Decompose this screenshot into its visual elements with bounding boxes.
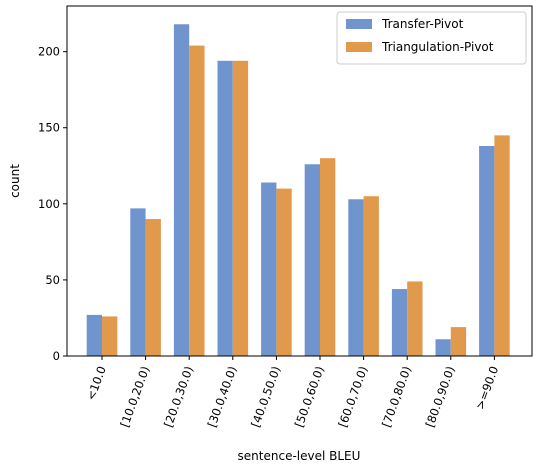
bar-triangulation-pivot-6 — [363, 196, 379, 356]
x-tick-label: [50.0,60.0) — [292, 364, 327, 429]
x-tick-label: [80.0,90.0) — [423, 364, 458, 429]
bar-transfer-pivot-6 — [348, 199, 364, 356]
legend-frame — [336, 11, 527, 65]
bar-triangulation-pivot-7 — [407, 281, 423, 356]
bar-triangulation-pivot-2 — [189, 45, 205, 356]
bar-transfer-pivot-7 — [391, 289, 408, 356]
x-tick-label: [20.0,30.0) — [161, 364, 196, 429]
bar-triangulation-pivot-4 — [276, 188, 292, 356]
x-tick-label: [60.0,70.0) — [335, 364, 370, 429]
x-axis: <10.0 [10.0,20.0) [20.0,30.0) [30.0,40.0) [4… — [84, 356, 502, 429]
x-tick-label: [40.0,50.0) — [248, 364, 283, 429]
bar-transfer-pivot-2 — [173, 24, 190, 356]
y-axis: 0 50 100 150 200 — [38, 45, 67, 363]
x-axis-label: sentence-level BLEU — [238, 449, 361, 463]
bar-transfer-pivot-5 — [304, 164, 320, 356]
y-tick-label: 100 — [38, 197, 60, 211]
legend-swatch-transfer-pivot — [346, 19, 372, 29]
bar-triangulation-pivot-9 — [494, 135, 510, 356]
y-tick-label: 150 — [38, 121, 60, 135]
y-tick-label: 0 — [53, 349, 60, 363]
legend-label-transfer-pivot: Transfer-Pivot — [381, 17, 464, 31]
y-tick-label: 200 — [38, 45, 60, 59]
bar-transfer-pivot-4 — [261, 182, 277, 356]
bar-transfer-pivot-3 — [217, 60, 233, 356]
legend: Transfer-Pivot Triangulation-Pivot — [336, 11, 527, 65]
x-tick-label: <10.0 — [84, 364, 109, 402]
plot-frame — [66, 5, 533, 357]
bar-triangulation-pivot-0 — [102, 316, 118, 356]
bars-group — [86, 24, 510, 356]
bar-transfer-pivot-8 — [435, 339, 451, 356]
bar-transfer-pivot-9 — [479, 146, 495, 356]
y-axis-label: count — [8, 164, 22, 198]
bar-triangulation-pivot-3 — [232, 60, 249, 356]
bar-transfer-pivot-0 — [86, 314, 102, 356]
y-tick-label: 50 — [45, 273, 60, 287]
x-tick-label: [30.0,40.0) — [205, 364, 240, 429]
bar-triangulation-pivot-8 — [450, 327, 467, 356]
x-tick-label: [70.0,80.0) — [379, 364, 414, 429]
bar-triangulation-pivot-1 — [145, 219, 161, 356]
legend-label-triangulation-pivot: Triangulation-Pivot — [381, 40, 494, 54]
bar-transfer-pivot-1 — [130, 208, 146, 356]
x-tick-label: [10.0,20.0) — [117, 364, 152, 429]
legend-swatch-triangulation-pivot — [346, 42, 372, 52]
bar-triangulation-pivot-5 — [320, 158, 336, 356]
x-tick-label: >=90.0 — [473, 364, 502, 411]
